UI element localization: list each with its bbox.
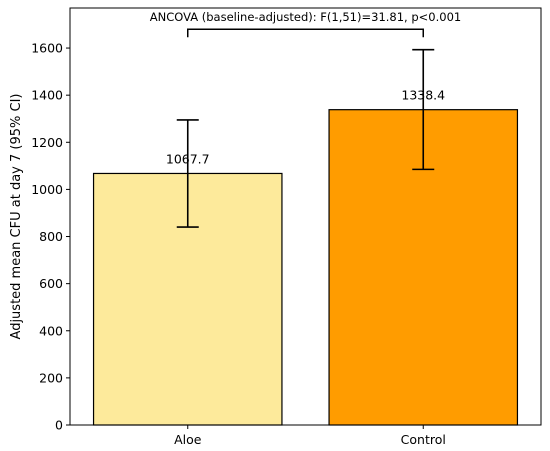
value-label-aloe: 1067.7 (166, 151, 210, 166)
value-labels-layer: 1067.7 1338.4 (166, 88, 445, 167)
y-tick-label: 800 (39, 229, 63, 244)
y-tick-label: 200 (39, 370, 63, 385)
y-tick-label: 0 (55, 418, 63, 433)
y-axis: 0 200 400 600 800 1000 1200 1400 1600 (31, 41, 70, 433)
annotation-layer: ANCOVA (baseline-adjusted): F(1,51)=31.8… (150, 10, 461, 38)
x-axis: Aloe Control (174, 425, 446, 447)
error-bars-layer (176, 48, 435, 228)
significance-bracket (187, 28, 424, 38)
y-axis-label: Adjusted mean CFU at day 7 (95% CI) (9, 94, 24, 340)
y-tick-label: 1400 (31, 88, 63, 103)
x-tick-label-aloe: Aloe (174, 432, 202, 447)
plot-frame (69, 7, 542, 426)
bars-layer (92, 109, 519, 426)
value-label-control: 1338.4 (401, 88, 445, 103)
y-tick-label: 1000 (31, 182, 63, 197)
y-tick-label: 600 (39, 276, 63, 291)
annotation-text: ANCOVA (baseline-adjusted): F(1,51)=31.8… (150, 10, 461, 24)
y-tick-label: 400 (39, 323, 63, 338)
y-tick-label: 1200 (31, 135, 63, 150)
x-tick-label-control: Control (401, 432, 446, 447)
y-tick-label: 1600 (31, 41, 63, 56)
